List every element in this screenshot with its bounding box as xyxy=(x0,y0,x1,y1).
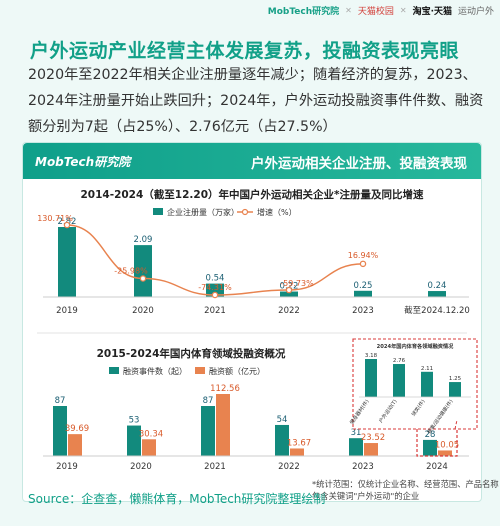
chart2-legend-swatch-count xyxy=(109,367,119,374)
chart1-growth-label: -25.98% xyxy=(114,266,148,275)
chart2-x-tick-label: 2023 xyxy=(352,462,374,472)
chart2-bar-count xyxy=(275,424,289,456)
chart1-growth-label: -74.31% xyxy=(198,283,232,292)
chart1-bar xyxy=(58,227,76,297)
chart1-bar xyxy=(206,283,224,297)
chart1-growth-point xyxy=(359,260,367,268)
chart2-x-tick-label: 2021 xyxy=(204,462,226,472)
chart2-bar-count-label: 54 xyxy=(277,415,288,425)
chart1-x-tick-label: 2019 xyxy=(56,306,78,316)
chart2-bar-amount xyxy=(216,394,230,456)
chart1-legend-label-bar: 企业注册量（万家） xyxy=(167,207,239,217)
cross-icon: ✕ xyxy=(345,6,352,15)
chart1-x-tick-label: 2023 xyxy=(352,306,374,316)
chart-card: MobTech研究院 户外运动相关企业注册、投融资表现 2014-2024（截至… xyxy=(22,142,482,502)
chart2-bar-amount-label: 39.69 xyxy=(65,424,89,434)
chart2-x-tick-label: 2020 xyxy=(130,462,152,472)
footnote: *统计范围：仅统计企业名称、经营范围、产品名称包含关键词"户外运动"的企业 xyxy=(312,479,499,501)
cross-icon: ✕ xyxy=(399,6,407,15)
chart2-bar-amount xyxy=(364,443,378,456)
chart2-bar-amount-label: 10.05 xyxy=(435,440,459,450)
chart2-legend-label-amount: 融资额（亿元） xyxy=(209,366,265,376)
chart1-bar xyxy=(280,291,298,297)
chart1-x-tick-label: 截至2024.12.20 xyxy=(404,305,470,316)
chart2-x-tick-label: 2024 xyxy=(426,462,448,472)
inset-bar xyxy=(449,382,461,397)
chart1-growth-label: 16.94% xyxy=(348,251,379,260)
chart2-x-tick-label: 2019 xyxy=(56,462,78,472)
summary-text: 2020年至2022年相关企业注册量逐年减少；随着经济的复苏，2023、2024… xyxy=(28,67,484,135)
chart2-bar-count-label: 87 xyxy=(55,396,66,406)
chart2-bar-amount-label: 30.34 xyxy=(139,429,163,439)
chart2-bar-count-label: 31 xyxy=(351,428,362,438)
chart2-bar-amount xyxy=(142,439,156,456)
card-logo: MobTech研究院 xyxy=(35,155,131,169)
chart1-bar-label: 0.25 xyxy=(354,281,373,291)
chart1-growth-label: -59.73% xyxy=(280,279,314,288)
chart2-bar-count xyxy=(127,425,141,456)
card-header: MobTech研究院 户外运动相关企业注册、投融资表现 xyxy=(23,143,481,179)
inset-bar xyxy=(421,371,433,397)
chart1-growth-point xyxy=(211,291,219,299)
chart2-legend-swatch-amount xyxy=(195,367,205,374)
chart1-x-tick-label: 2021 xyxy=(204,306,226,316)
partner-tmall-campus: 天猫校园 xyxy=(357,7,394,17)
partner-outdoor: 运动户外 xyxy=(457,7,494,17)
chart2-bar-amount-label: 112.56 xyxy=(210,384,240,394)
chart2-bar-count xyxy=(53,406,67,456)
inset-bar xyxy=(365,359,377,397)
chart2-bar-amount-label: 23.52 xyxy=(361,433,385,443)
chart1-growth-point xyxy=(285,286,293,294)
chart1-x-tick-label: 2022 xyxy=(278,306,300,316)
chart1-bar-label: 0.24 xyxy=(428,281,447,291)
chart2-bar-count-label: 28 xyxy=(425,430,436,440)
chart1-bar-label: 0.54 xyxy=(206,274,225,284)
chart1-bar xyxy=(428,291,446,297)
inset-bar-label: 2.11 xyxy=(421,366,433,372)
mobtech-logo: MobTech研究院 xyxy=(267,7,340,17)
chart2-bar-count-label: 53 xyxy=(129,416,140,426)
card-title: 户外运动相关企业注册、投融资表现 xyxy=(251,156,467,172)
chart1-growth-label: 130.71% xyxy=(37,214,73,223)
chart1-title: 2014-2024（截至12.20）年中国户外运动相关企业*注册量及同比增速 xyxy=(80,188,424,201)
chart2-bar-amount xyxy=(438,450,452,456)
source-line: Source：企查查，懒熊体育，MobTech研究院整理绘制 xyxy=(28,492,326,506)
chart2-bar-count-label: 87 xyxy=(203,396,214,406)
inset-title: 2024年国内体育各领域融资情况 xyxy=(377,342,455,350)
inset-bar-label: 1.25 xyxy=(449,376,462,382)
charts-svg: 2014-2024（截至12.20）年中国户外运动相关企业*注册量及同比增速企业… xyxy=(37,188,478,472)
chart2-legend-label-count: 融资事件数（起） xyxy=(123,366,187,376)
chart1-growth-point xyxy=(139,275,147,282)
brand-bar: MobTech研究院 ✕ 天猫校园 ✕ 淘宝·天猫 运动户外 xyxy=(268,4,494,17)
inset-bar xyxy=(393,364,405,397)
chart2-bar-amount-label: 13.67 xyxy=(287,438,311,448)
chart2-bar-amount xyxy=(68,434,82,456)
chart1-bar-label: 0.22 xyxy=(280,282,299,292)
chart2-bar-count xyxy=(423,439,437,456)
chart1-x-tick-label: 2020 xyxy=(132,306,154,316)
chart1-legend-label-line: 增速（%） xyxy=(257,207,297,217)
chart2-bar-amount xyxy=(290,448,304,456)
chart1-growth-point xyxy=(63,221,71,229)
chart2-x-tick-label: 2022 xyxy=(278,462,300,472)
inset-bar-label: 3.18 xyxy=(365,353,378,359)
chart1-bar-label: 2.09 xyxy=(134,235,153,245)
chart2-bar-count xyxy=(201,406,215,456)
page-title: 户外运动产业经营主体发展复苏，投融资表现亮眼 xyxy=(30,40,460,62)
chart1-bar xyxy=(354,290,372,297)
chart1-legend-swatch-bar xyxy=(153,208,163,215)
inset-bar-label: 2.76 xyxy=(393,358,406,364)
partner-taobao-tmall: 淘宝·天猫 xyxy=(412,7,452,17)
inset-connector xyxy=(454,419,458,430)
chart2-title: 2015-2024年国内体育领域投融资概况 xyxy=(97,347,286,360)
chart2-bar-count xyxy=(349,438,363,456)
chart1-bar xyxy=(134,245,152,297)
chart1-legend-swatch-marker xyxy=(241,208,249,216)
